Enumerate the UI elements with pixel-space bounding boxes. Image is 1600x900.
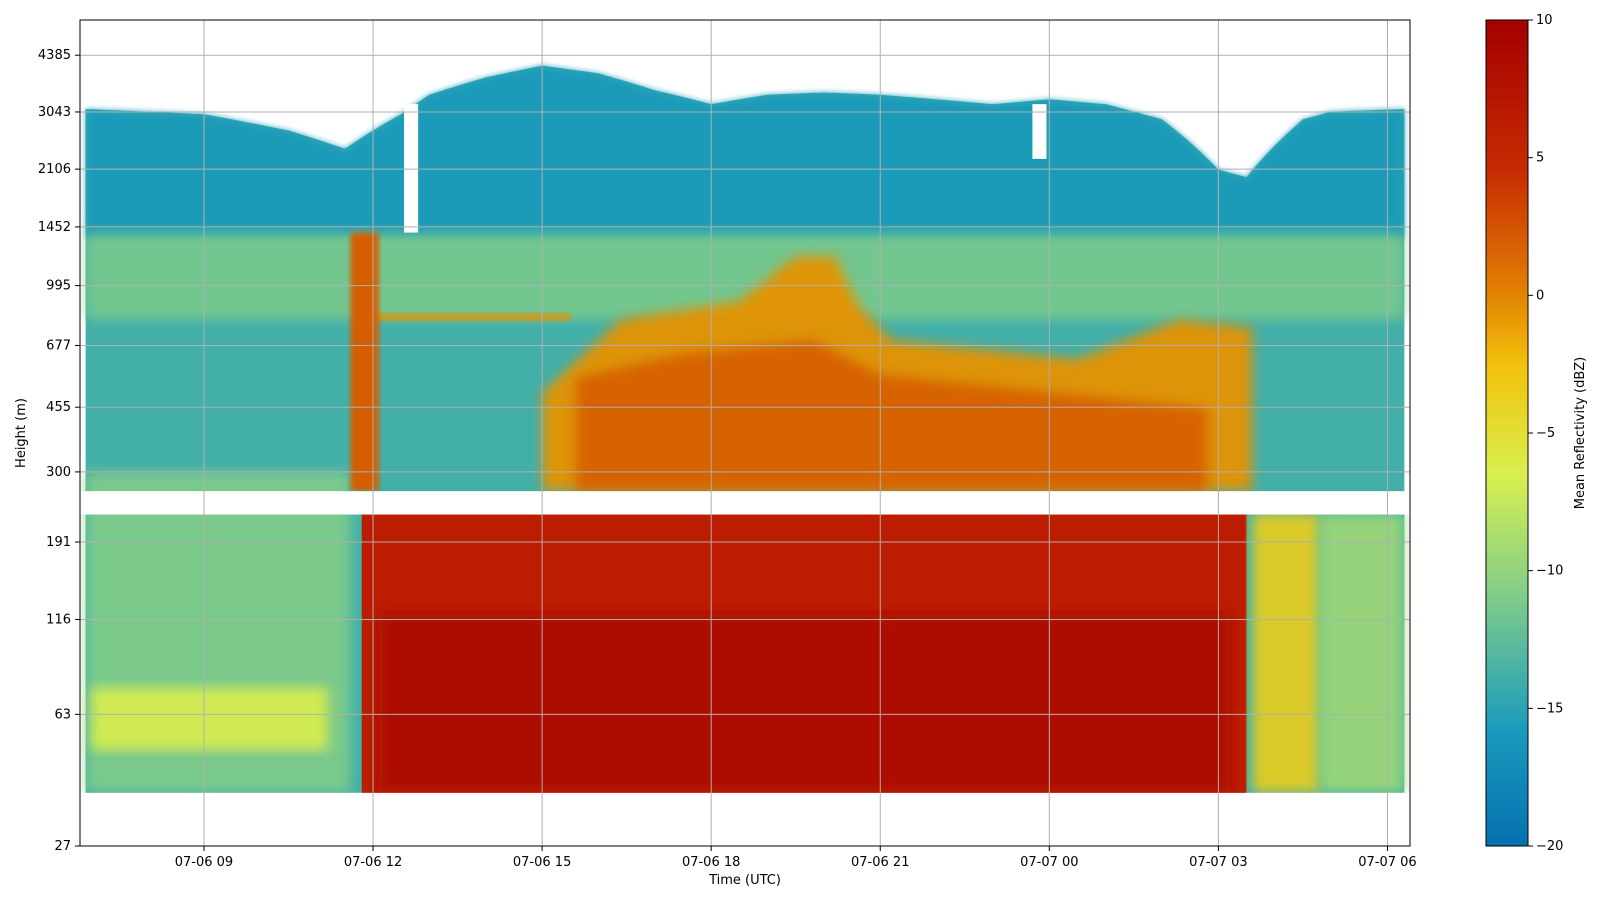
- data-gap-band: [80, 491, 1410, 515]
- colorbar-tick-label: 0: [1536, 288, 1544, 303]
- gridlines: [80, 20, 1410, 847]
- colorbar-tick-label: 5: [1536, 151, 1544, 166]
- y-axis: 27 63 116 191 300 455 677 995 1452 2106 3043 4385: [38, 48, 80, 854]
- y-tick-label: 1452: [38, 220, 71, 235]
- y-tick-label: 3043: [38, 105, 71, 120]
- plot-area: [79, 19, 1411, 847]
- vertical-gap-1: [404, 104, 419, 233]
- y-tick-label: 455: [46, 400, 71, 415]
- y-tick-label: 677: [46, 338, 71, 353]
- x-axis-label: Time (UTC): [708, 873, 781, 888]
- heatmap-field: [80, 65, 1410, 846]
- colorbar-tick-label: −20: [1536, 839, 1563, 854]
- colorbar-tick-label: −15: [1536, 701, 1563, 716]
- colorbar-tick-label: 10: [1536, 13, 1553, 28]
- x-tick-label: 07-06 09: [175, 855, 233, 870]
- y-tick-label: 4385: [38, 48, 71, 63]
- x-tick-label: 07-07 03: [1189, 855, 1247, 870]
- rain-core-decay: [1252, 513, 1320, 793]
- vertical-gap-2: [1032, 104, 1047, 159]
- y-tick-label: 116: [46, 613, 71, 628]
- below-lowest-gate: [80, 792, 1410, 846]
- melting-layer-streak: [373, 312, 571, 321]
- colorbar-tick-label: −5: [1536, 426, 1555, 441]
- x-tick-label: 07-06 12: [344, 855, 402, 870]
- x-tick-label: 07-07 00: [1020, 855, 1078, 870]
- y-tick-label: 27: [54, 839, 71, 854]
- low-green-right: [1319, 513, 1405, 793]
- y-tick-label: 191: [46, 535, 71, 550]
- y-tick-label: 63: [54, 707, 71, 722]
- x-axis: 07-06 09 07-06 12 07-06 15 07-06 18 07-06 21…: [175, 846, 1417, 870]
- low-yellow-strip-left: [91, 687, 328, 751]
- colorbar-label: Mean Reflectivity (dBZ): [1573, 357, 1588, 510]
- colorbar: 10 5 0 −5 −10 −15 −20 Mean Reflectivity (dBZ): [1485, 13, 1588, 854]
- x-tick-label: 07-06 18: [682, 855, 740, 870]
- y-axis-label: Height (m): [14, 398, 29, 468]
- x-tick-label: 07-06 15: [513, 855, 571, 870]
- x-tick-label: 07-07 06: [1358, 855, 1416, 870]
- colorbar-tick-label: −10: [1536, 564, 1563, 579]
- plot-frame: [79, 19, 1411, 847]
- convective-column: [350, 232, 379, 492]
- y-tick-label: 300: [46, 465, 71, 480]
- y-tick-label: 2106: [38, 162, 71, 177]
- rain-core-inner: [378, 614, 1230, 793]
- y-tick-label: 995: [46, 279, 71, 294]
- x-tick-label: 07-06 21: [851, 855, 909, 870]
- colorbar-gradient: [1485, 19, 1529, 847]
- colorbar-ticks: 10 5 0 −5 −10 −15 −20: [1528, 13, 1563, 854]
